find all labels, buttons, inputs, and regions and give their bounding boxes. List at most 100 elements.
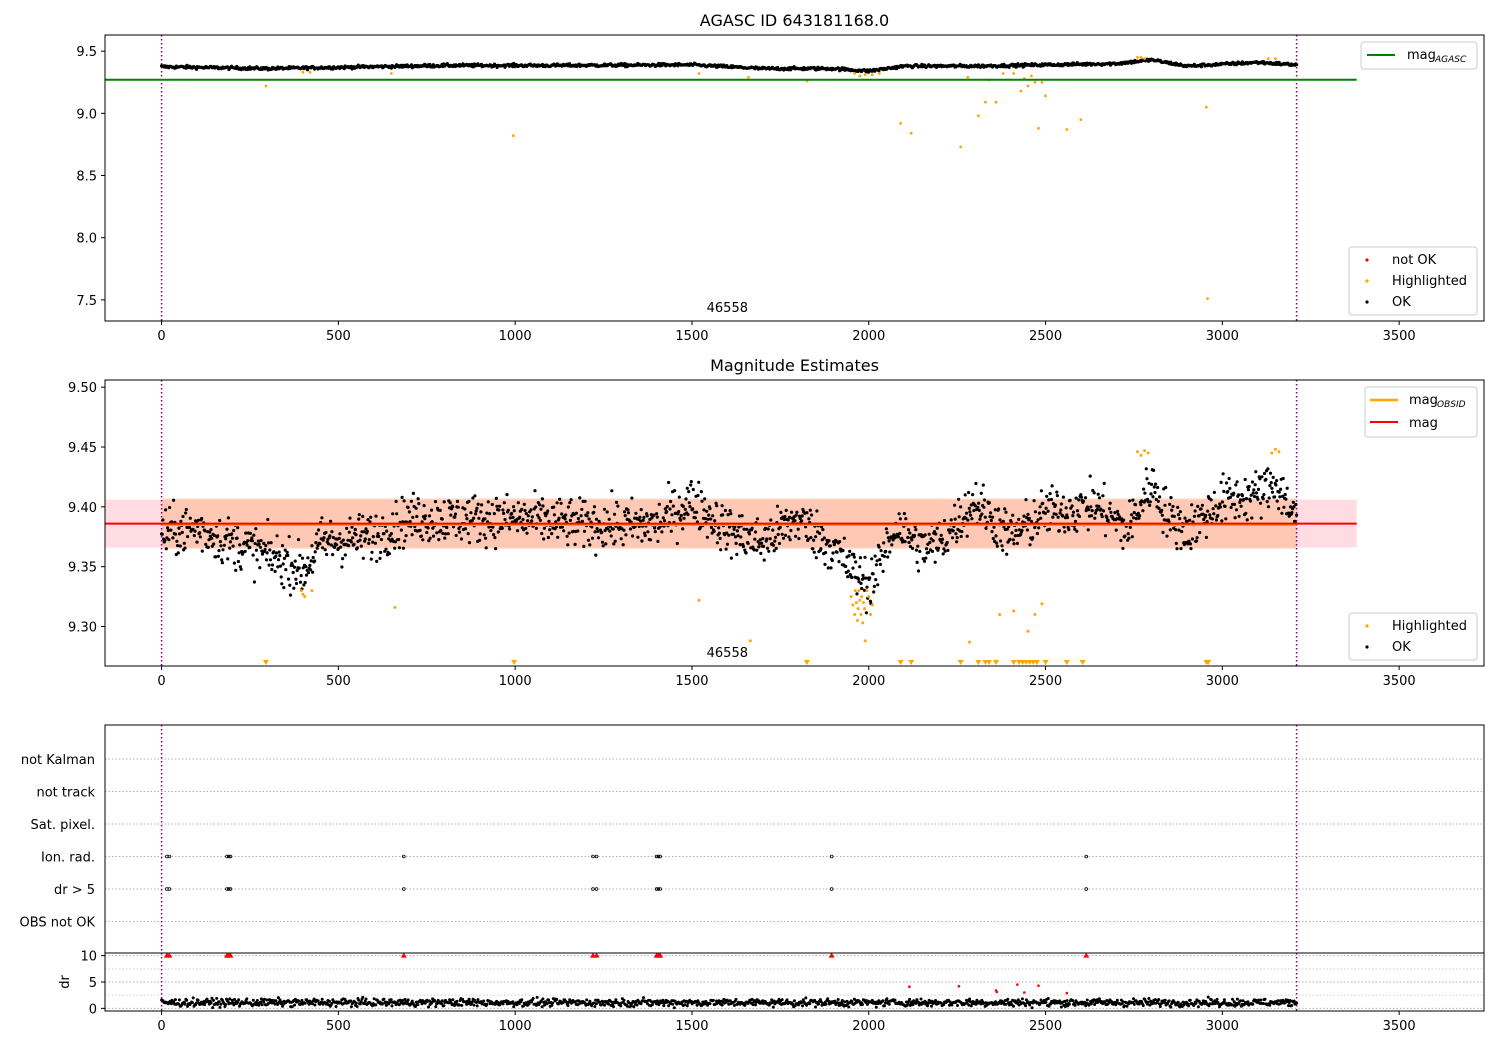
series-highlighted-points: [264, 56, 1277, 300]
data-point-ok: [1251, 491, 1255, 495]
data-point-ok: [1178, 510, 1182, 514]
data-point-ok: [404, 534, 408, 538]
data-point-ok: [772, 549, 776, 553]
data-point-ok: [1201, 1001, 1204, 1005]
data-point-ok: [1123, 1004, 1127, 1008]
data-point-ok: [757, 545, 761, 549]
data-point-ok: [166, 528, 170, 533]
data-point-ok: [930, 1004, 933, 1008]
data-point-ok: [403, 539, 407, 543]
data-point: [870, 603, 874, 607]
data-point-ok: [297, 566, 301, 570]
data-point-ok: [1011, 513, 1015, 517]
data-point-ok: [841, 548, 845, 553]
x-tick-label: 2500: [1029, 1019, 1062, 1034]
data-point-ok: [850, 575, 854, 580]
data-point-ok: [373, 541, 377, 545]
data-point-ok: [290, 1005, 294, 1009]
data-point-ok: [1101, 494, 1105, 498]
category-label: Sat. pixel.: [31, 818, 95, 833]
data-point-ok: [177, 998, 181, 1002]
data-point-ok: [349, 540, 353, 544]
legend-marker: [1365, 624, 1369, 628]
data-point-ok: [614, 500, 619, 504]
data-point-ok: [552, 505, 556, 509]
data-point-ok: [1157, 998, 1161, 1001]
data-point-ok: [1211, 507, 1215, 511]
series-dr-ok: [160, 995, 1299, 1010]
data-point-ok: [1083, 496, 1088, 500]
data-point-ok: [1247, 484, 1251, 489]
data-point-ok: [604, 542, 608, 546]
data-point-ok: [270, 567, 274, 572]
data-point-ok: [401, 999, 404, 1002]
data-point-ok: [469, 511, 473, 515]
data-point-ok: [531, 996, 535, 1000]
data-point-triangle: [1205, 660, 1212, 665]
data-point-ok: [793, 519, 797, 523]
data-point-ok: [391, 512, 395, 516]
data-point-ok: [1151, 495, 1155, 499]
data-point-ok: [231, 1001, 235, 1004]
data-point-ok: [1176, 505, 1180, 509]
data-point-ok: [743, 1003, 747, 1007]
data-point-ok: [858, 556, 863, 560]
data-point-ok: [632, 1005, 636, 1009]
data-point-ok: [970, 517, 974, 521]
data-point-ok: [1002, 525, 1006, 529]
data-point-ok: [423, 514, 428, 518]
data-point-ok: [341, 557, 345, 561]
data-point-ok: [1254, 491, 1259, 495]
data-point-ok: [991, 536, 995, 541]
data-point-ok: [1097, 496, 1102, 500]
data-point-ok: [218, 540, 222, 544]
data-point-ok: [293, 1003, 297, 1007]
data-point-ok: [1138, 514, 1142, 518]
data-point: [308, 70, 312, 74]
flag-point: [167, 887, 172, 891]
data-point: [1065, 991, 1069, 995]
data-point-ok: [476, 998, 480, 1002]
data-point-ok: [898, 517, 903, 521]
data-point-ok: [192, 534, 196, 538]
data-point-ok: [1145, 477, 1149, 481]
flag-points: [165, 887, 1089, 891]
data-point-ok: [1228, 495, 1233, 499]
data-point-ok: [473, 494, 477, 498]
data-point-ok: [916, 569, 921, 573]
panel-magnitude-plot: [105, 380, 1357, 666]
data-point-ok: [523, 508, 527, 513]
y-tick-label: 9.40: [68, 501, 97, 516]
data-point-ok: [1267, 496, 1271, 500]
data-point-ok: [1085, 505, 1090, 509]
data-point-ok: [675, 541, 679, 546]
data-point-ok: [712, 529, 716, 534]
x-tick-label: 0: [157, 1019, 165, 1034]
data-point-ok: [752, 548, 756, 552]
data-point-ok: [209, 528, 213, 532]
data-point-ok: [1243, 477, 1247, 482]
data-point-ok: [708, 1002, 712, 1006]
data-point-ok: [329, 543, 333, 547]
x-tick-label: 1500: [675, 1019, 708, 1034]
data-point-ok: [1055, 490, 1059, 494]
data-point-ok: [1214, 518, 1218, 522]
data-point-ok: [288, 583, 292, 587]
flag-point: [658, 887, 662, 891]
data-point-ok: [222, 543, 226, 547]
data-point-ok: [1171, 504, 1175, 509]
data-point-ok: [1013, 534, 1017, 538]
data-point-ok: [1020, 528, 1024, 533]
data-point-ok: [628, 527, 633, 531]
data-point-ok: [1275, 499, 1279, 503]
y-tick-label: 8.0: [76, 232, 97, 247]
data-point-ok: [1089, 1002, 1093, 1006]
data-point: [1136, 56, 1139, 59]
data-point-ok: [434, 1005, 438, 1009]
data-point-triangle: [803, 660, 810, 665]
data-point-ok: [1073, 1003, 1077, 1007]
data-point-ok: [274, 999, 278, 1003]
data-point-ok: [657, 61, 661, 65]
data-point-ok: [1103, 534, 1108, 538]
